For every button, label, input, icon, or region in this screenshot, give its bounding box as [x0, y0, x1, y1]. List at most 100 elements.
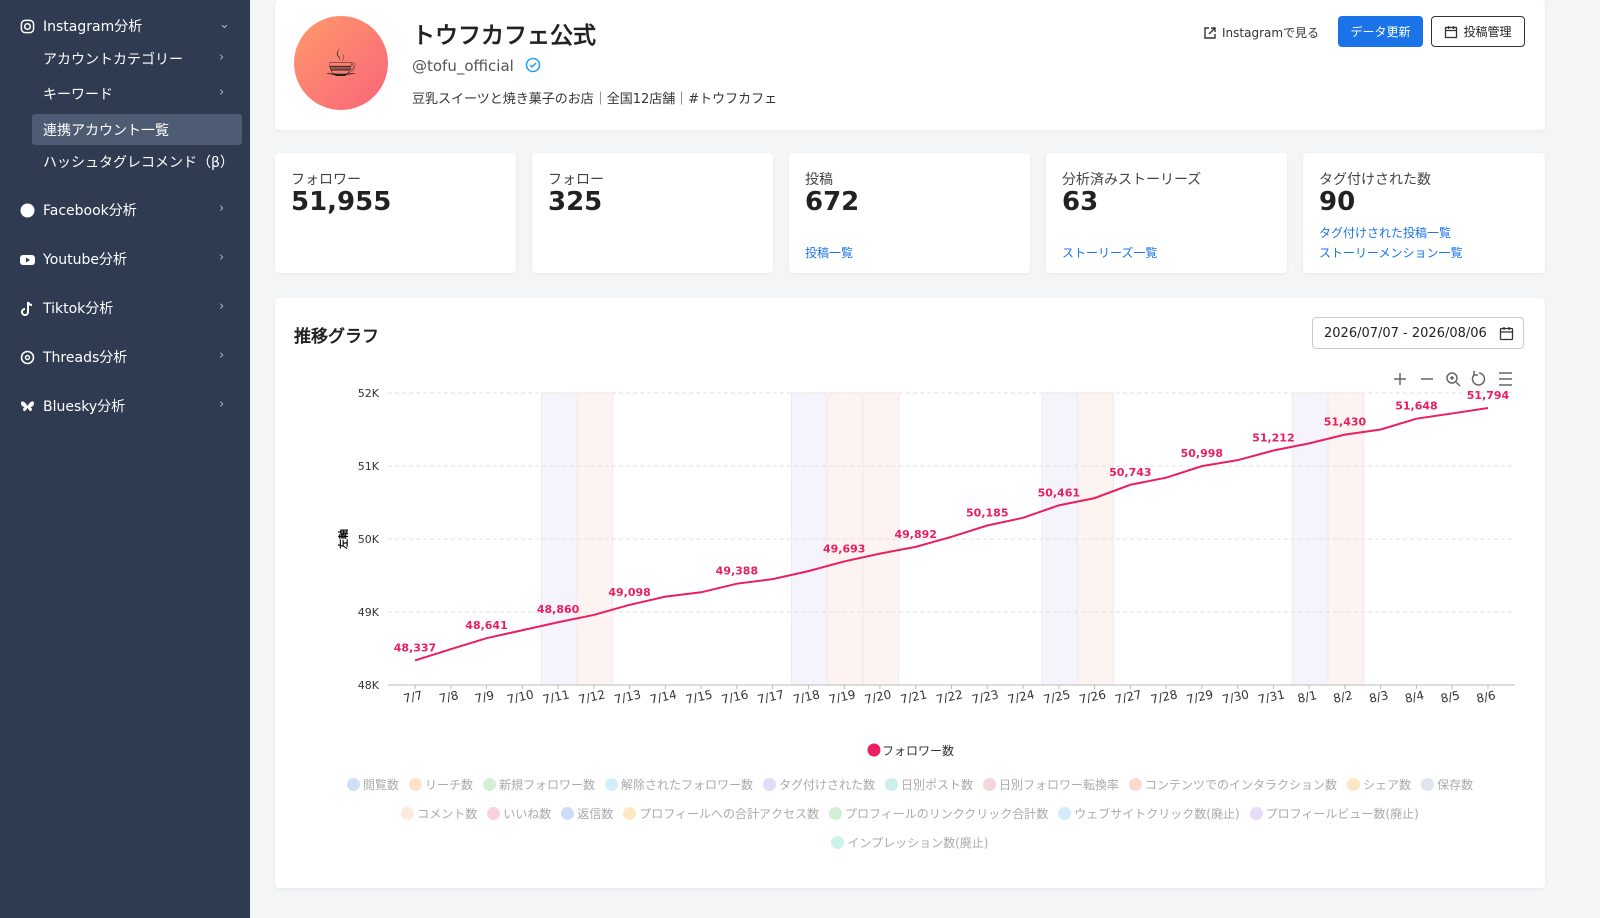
nav-facebook[interactable]: Facebook分析	[20, 200, 137, 220]
legend-label: プロフィールへの合計アクセス数	[639, 807, 819, 821]
legend-item-inactive[interactable]: 日別フォロワー転換率	[983, 776, 1119, 793]
legend-item-inactive[interactable]: プロフィールへの合計アクセス数	[623, 805, 819, 822]
chart: 48K 49K 50K 51K 52K 左軸 7/7 7/8 7/9 7/10 7/11 7/12 7/…	[337, 371, 1515, 758]
nav-label: Instagram分析	[43, 19, 143, 35]
x-tick-label: 7/11	[541, 687, 570, 706]
zoom[interactable]	[1446, 372, 1461, 387]
data-label: 50,743	[1109, 466, 1151, 479]
legend-item-inactive[interactable]: シェア数	[1347, 776, 1411, 793]
legend-item-inactive[interactable]: コメント数	[401, 805, 477, 822]
x-tick-label: 7/29	[1185, 687, 1214, 706]
legend-label: いいね数	[503, 807, 552, 821]
x-tick-label: 7/24	[1006, 687, 1035, 706]
legend-swatch	[1129, 778, 1143, 791]
legend-item-inactive[interactable]: 新規フォロワー数	[482, 776, 595, 793]
legend-label: フォロワー数	[882, 743, 954, 758]
toolbar	[1394, 371, 1512, 387]
x-tick-label: 7/26	[1078, 687, 1107, 706]
menu[interactable]	[1499, 372, 1512, 386]
data-label: 51,794	[1467, 389, 1510, 402]
legend-item-inactive[interactable]: いいね数	[487, 805, 551, 822]
chevron: ›	[219, 299, 225, 314]
nav-label: Facebook分析	[43, 203, 137, 219]
legend-item-inactive[interactable]: 日別ポスト数	[885, 776, 973, 793]
y-tick-label: 50K	[358, 533, 380, 546]
instagram-link[interactable]: Instagramで見る	[1203, 24, 1319, 41]
legend-item-inactive[interactable]: インプレッション数(廃止)	[831, 834, 989, 851]
data-label: 51,212	[1252, 432, 1294, 445]
x-tick-label: 7/25	[1042, 687, 1071, 706]
legend-item-inactive[interactable]: プロフィールビュー数(廃止)	[1249, 805, 1419, 822]
data-label: 49,693	[823, 542, 865, 555]
x-tick-label: 7/18	[792, 687, 821, 706]
legend-item-inactive[interactable]: 保存数	[1421, 776, 1473, 793]
nav-instagram[interactable]: Instagram分析	[20, 16, 142, 36]
chevron: ⌄	[219, 17, 230, 32]
legend-item-inactive[interactable]: 返信数	[561, 805, 613, 822]
legend-label: 返信数	[577, 807, 614, 821]
date-range[interactable]: 2026/07/07 - 2026/08/06	[1312, 317, 1524, 349]
x-tick-label: 8/1	[1296, 688, 1318, 706]
icon	[21, 301, 33, 316]
chevron: ›	[219, 85, 225, 100]
nav-youtube[interactable]: Youtube分析	[20, 249, 127, 269]
stat-label: 投稿	[805, 172, 833, 188]
legend-swatch	[867, 743, 881, 757]
stat-value: 90	[1319, 187, 1356, 217]
legend-item-inactive[interactable]: 閲覧数	[346, 776, 399, 793]
stat-label: タグ付けされた数	[1319, 172, 1431, 188]
nav-threads[interactable]: Threads分析	[20, 347, 127, 367]
legend-swatch	[482, 778, 496, 791]
legend-item-inactive[interactable]: 解除されたフォロワー数	[604, 776, 753, 793]
icon	[1204, 26, 1216, 39]
stat-link[interactable]: 投稿一覧	[805, 246, 854, 260]
stat-card: 分析済みストーリーズ 63 ストーリーズ一覧	[1046, 153, 1287, 273]
legend-swatch	[1347, 778, 1361, 791]
nav-tiktok[interactable]: Tiktok分析	[20, 298, 113, 318]
nav-sub[interactable]: ハッシュタグレコメンド（β）	[43, 155, 234, 171]
legend-item-inactive[interactable]: タグ付けされた数	[762, 776, 875, 793]
nav-bluesky[interactable]: Bluesky分析	[20, 396, 125, 416]
profile-handle: @tofu_official	[412, 57, 514, 75]
legend-swatch	[408, 778, 422, 791]
button-label: 投稿管理	[1463, 25, 1512, 39]
x-tick-label: 7/23	[971, 687, 1000, 706]
chevron: ›	[219, 250, 225, 265]
profile-name: トウフカフェ公式	[412, 23, 596, 49]
x-tick-label: 7/19	[828, 687, 857, 706]
reset[interactable]	[1471, 371, 1486, 386]
data-label: 49,098	[608, 586, 650, 599]
legend-swatch	[831, 836, 845, 849]
x-tick-label: 7/31	[1257, 687, 1286, 706]
legend-label: ウェブサイトクリック数(廃止)	[1074, 807, 1240, 821]
refresh-button[interactable]: データ更新	[1338, 16, 1423, 47]
legend-swatch	[487, 807, 501, 820]
icon	[20, 203, 35, 217]
legend-item-inactive[interactable]: リーチ数	[408, 776, 473, 793]
x-tick-label: 7/17	[756, 687, 785, 706]
stat-label: フォロー	[548, 172, 604, 188]
x-tick-label: 8/4	[1404, 688, 1426, 706]
y-tick-label: 52K	[358, 387, 380, 400]
legend-item-inactive[interactable]: プロフィールのリンククリック合計数	[829, 805, 1048, 822]
nav-sub[interactable]: アカウントカテゴリー	[43, 52, 183, 68]
x-tick-label: 7/16	[720, 687, 749, 706]
legend-item-inactive[interactable]: ウェブサイトクリック数(廃止)	[1058, 805, 1240, 822]
x-tick-label: 7/13	[613, 687, 642, 706]
x-tick-label: 7/28	[1149, 687, 1178, 706]
legend-item-inactive[interactable]: コンテンツでのインタラクション数	[1129, 776, 1337, 793]
legend-label: インプレッション数(廃止)	[847, 836, 989, 850]
stat-link[interactable]: ストーリーズ一覧	[1062, 246, 1158, 260]
stat-card: フォロワー 51,955	[275, 153, 516, 273]
stat-link[interactable]: ストーリーメンション一覧	[1319, 246, 1463, 260]
manage-button[interactable]: 投稿管理	[1431, 16, 1525, 47]
nav-sub[interactable]: キーワード	[43, 87, 113, 103]
legend-label: 閲覧数	[362, 778, 399, 792]
x-tick-label: 7/10	[506, 687, 535, 706]
stat-link[interactable]: タグ付けされた投稿一覧	[1319, 226, 1452, 240]
nav-sub-active[interactable]: 連携アカウント一覧	[43, 123, 169, 139]
date-range-text: 2026/07/07 - 2026/08/06	[1324, 325, 1487, 341]
zoom-in[interactable]	[1394, 373, 1406, 385]
legend-item[interactable]: フォロワー数	[867, 743, 955, 758]
